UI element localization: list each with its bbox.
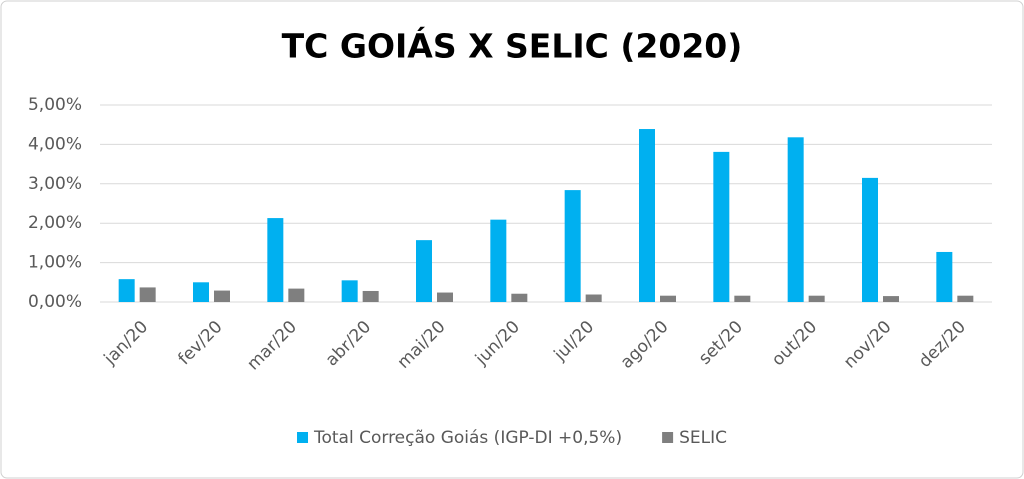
bar — [639, 129, 655, 302]
legend-swatch — [297, 432, 309, 443]
bar — [883, 296, 899, 302]
y-tick-label: 4,00% — [28, 134, 82, 154]
bar — [957, 295, 974, 302]
bar — [288, 288, 305, 302]
bar — [511, 293, 528, 302]
y-tick-label: 2,00% — [28, 213, 82, 233]
bar — [362, 290, 379, 302]
bar — [341, 280, 358, 302]
y-tick-label: 5,00% — [28, 95, 82, 115]
bar — [936, 251, 953, 302]
bar — [490, 219, 507, 302]
bar — [585, 294, 602, 302]
bar — [416, 240, 432, 302]
bar — [787, 137, 804, 302]
chart-title: TC GOIÁS X SELIC (2020) — [282, 26, 743, 66]
bar — [713, 151, 730, 302]
bar — [808, 295, 825, 302]
bar — [139, 287, 156, 302]
bar — [193, 282, 209, 302]
y-tick-label: 1,00% — [28, 253, 82, 273]
bar — [660, 295, 676, 302]
bar — [267, 218, 284, 302]
bar — [214, 290, 230, 302]
y-tick-label: 0,00% — [28, 292, 82, 312]
bar — [862, 177, 878, 302]
legend-label: SELIC — [679, 428, 727, 448]
bar — [118, 279, 135, 302]
bar — [734, 295, 751, 302]
legend-label: Total Correção Goiás (IGP-DI +0,5%) — [313, 428, 622, 448]
legend-swatch — [662, 432, 674, 443]
y-tick-label: 3,00% — [28, 174, 82, 194]
bar — [437, 292, 453, 302]
bar — [564, 190, 581, 302]
